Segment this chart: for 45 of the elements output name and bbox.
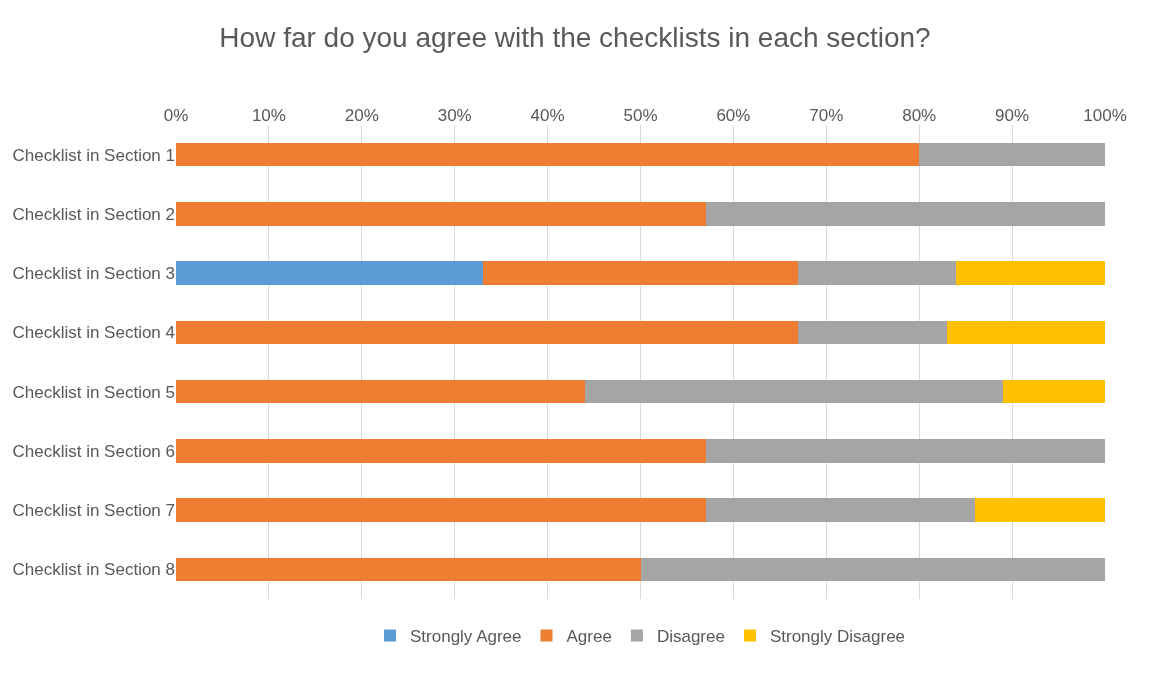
y-tick-label: Checklist in Section 6 [12, 441, 175, 461]
bar [482, 261, 799, 285]
bar [956, 261, 1105, 285]
y-tick-label: Checklist in Section 1 [12, 145, 175, 165]
bar [176, 498, 706, 522]
y-tick-label: Checklist in Section 4 [12, 323, 175, 343]
x-tick-label: 40% [530, 105, 565, 125]
x-tick-label: 100% [1083, 105, 1127, 125]
chart-title: How far do you agree with the checklists in each section? [219, 21, 931, 53]
x-tick-label: 80% [902, 105, 937, 125]
bar [640, 557, 1105, 582]
bar [919, 142, 1105, 167]
bar [176, 320, 799, 345]
bar [1002, 379, 1105, 404]
bar [176, 142, 920, 167]
x-tick-label: 0% [163, 105, 189, 125]
bar [176, 202, 706, 226]
bar [974, 498, 1105, 522]
x-tick-label: 20% [344, 105, 379, 125]
x-tick-label: 50% [623, 105, 658, 125]
x-tick-label: 10% [251, 105, 286, 125]
legend-label: Disagree [656, 627, 725, 647]
bar [947, 320, 1105, 345]
bar [176, 439, 706, 463]
legend-label: Agree [566, 627, 612, 647]
bar [584, 379, 1003, 404]
legend-label: Strongly Disagree [769, 627, 906, 647]
y-tick-label: Checklist in Section 3 [12, 264, 175, 284]
legend-label: Strongly Agree [410, 627, 522, 647]
x-tick-label: 70% [809, 105, 844, 125]
bar [176, 379, 585, 404]
bar [705, 498, 975, 522]
y-tick-label: Checklist in Section 2 [12, 204, 175, 224]
y-tick-label: Checklist in Section 7 [12, 501, 175, 521]
bar [798, 320, 948, 345]
bar [705, 202, 1105, 226]
y-tick-label: Checklist in Section 5 [12, 382, 175, 402]
bar [798, 261, 957, 285]
bar [705, 439, 1105, 463]
x-tick-label: 60% [716, 105, 751, 125]
x-tick-label: 90% [995, 105, 1030, 125]
bar [176, 557, 641, 582]
y-tick-label: Checklist in Section 8 [12, 560, 175, 580]
x-tick-label: 30% [437, 105, 472, 125]
bar [176, 261, 483, 285]
